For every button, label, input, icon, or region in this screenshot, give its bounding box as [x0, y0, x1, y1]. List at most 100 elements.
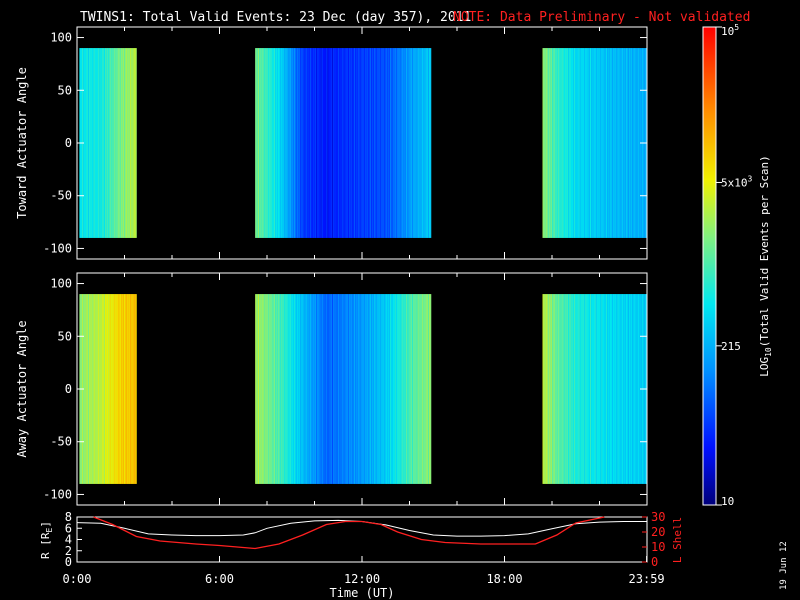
heatmap-cell — [281, 294, 284, 484]
heatmap-cell — [412, 48, 415, 238]
heatmap-cell — [288, 48, 290, 238]
heatmap-cell — [578, 294, 580, 484]
away-panel: 100 50 0 -50 -100 Away Actuator Angle — [15, 272, 648, 506]
heatmap-cell — [280, 48, 283, 238]
heatmap-cell — [392, 294, 395, 484]
heatmap-cell — [272, 48, 274, 238]
heatmap-cell — [108, 294, 111, 484]
heatmap-cell — [328, 48, 330, 238]
heatmap-cell — [266, 294, 268, 484]
heatmap-cell — [429, 48, 432, 238]
heatmap-cell — [401, 48, 403, 238]
heatmap-cell — [600, 294, 602, 484]
heatmap-cell — [627, 294, 629, 484]
heatmap-cell — [257, 294, 259, 484]
heatmap-cell — [135, 48, 137, 238]
heatmap-cell — [372, 294, 375, 484]
heatmap-cell — [605, 48, 607, 238]
heatmap-cell — [340, 294, 342, 484]
heatmap-cell — [287, 294, 289, 484]
heatmap-cell — [577, 294, 579, 484]
heatmap-cell — [348, 294, 350, 484]
heatmap-cell — [619, 294, 621, 484]
heatmap-cell — [111, 48, 114, 238]
figure-title: TWINS1: Total Valid Events: 23 Dec (day … — [80, 10, 471, 25]
heatmap-cell — [300, 48, 303, 238]
heatmap-cell — [361, 48, 363, 238]
heatmap-cell — [552, 294, 555, 484]
heatmap-cell — [563, 294, 565, 484]
heatmap-cell — [103, 48, 105, 238]
heatmap-cell — [111, 294, 114, 484]
heatmap-cell — [279, 48, 282, 238]
orbit-lines — [76, 516, 647, 550]
heatmap-cell — [572, 294, 575, 484]
heatmap-cell — [328, 294, 330, 484]
heatmap-cell — [96, 48, 98, 238]
heatmap-cell — [273, 48, 275, 238]
heatmap-cell — [622, 48, 624, 238]
heatmap-cell — [116, 294, 118, 484]
heatmap-cell — [408, 294, 410, 484]
heatmap-cell — [133, 48, 135, 238]
heatmap-cell — [575, 48, 578, 238]
heatmap-cell — [610, 48, 613, 238]
heatmap-cell — [423, 48, 425, 238]
heatmap-cell — [267, 48, 269, 238]
colorbar-label: LOG10(Total Valid Events per Scan) — [758, 155, 773, 377]
heatmap-cell — [425, 48, 427, 238]
heatmap-cell — [622, 294, 624, 484]
heatmap-cell — [384, 48, 386, 238]
heatmap-cell — [271, 48, 273, 238]
heatmap-cell — [630, 294, 633, 484]
heatmap-cell — [396, 294, 399, 484]
heatmap-cell — [376, 294, 379, 484]
colorbar-tick-label: 215 — [721, 340, 741, 353]
heatmap-cell — [583, 294, 585, 484]
left-tick-label: 6 — [65, 521, 72, 535]
heatmap-cell — [128, 48, 131, 238]
x-tick-label: 0:00 — [63, 572, 92, 586]
heatmap-cell — [278, 48, 281, 238]
heatmap-cell — [420, 294, 422, 484]
heatmap-cell — [386, 294, 388, 484]
heatmap-cell — [581, 48, 583, 238]
heatmap-cell — [416, 294, 418, 484]
heatmap-cell — [617, 48, 619, 238]
heatmap-cell — [547, 294, 549, 484]
heatmap-cell — [568, 48, 570, 238]
y-tick-label: 0 — [65, 136, 72, 150]
heatmap-cell — [352, 294, 355, 484]
heatmap-cell — [628, 294, 630, 484]
heatmap-cell — [602, 48, 604, 238]
x-tick-label: 12:00 — [344, 572, 380, 586]
heatmap-cell — [359, 48, 361, 238]
heatmap-cell — [422, 294, 424, 484]
heatmap-cell — [616, 294, 618, 484]
heatmap-cell — [571, 48, 573, 238]
heatmap-cell — [597, 48, 599, 238]
heatmap-cell — [384, 294, 386, 484]
heatmap-cell — [623, 48, 625, 238]
heatmap-cell — [343, 294, 345, 484]
heatmap-cell — [124, 294, 126, 484]
heatmap-cell — [315, 48, 318, 238]
heatmap-cell — [558, 48, 560, 238]
heatmap-cell — [95, 48, 97, 238]
x-tick-label: 18:00 — [486, 572, 522, 586]
heatmap-cell — [582, 48, 584, 238]
heatmap-cell — [429, 294, 432, 484]
heatmap-cell — [418, 48, 420, 238]
heatmap-cell — [106, 294, 109, 484]
heatmap-cell — [389, 294, 391, 484]
heatmap-cell — [105, 48, 108, 238]
heatmap-cell — [321, 48, 323, 238]
heatmap-cell — [608, 48, 610, 238]
heatmap-cell — [615, 294, 617, 484]
heatmap-cell — [93, 48, 95, 238]
heatmap-cell — [420, 48, 422, 238]
heatmap-cell — [307, 294, 309, 484]
heatmap-cell — [305, 48, 307, 238]
heatmap-cell — [265, 294, 267, 484]
